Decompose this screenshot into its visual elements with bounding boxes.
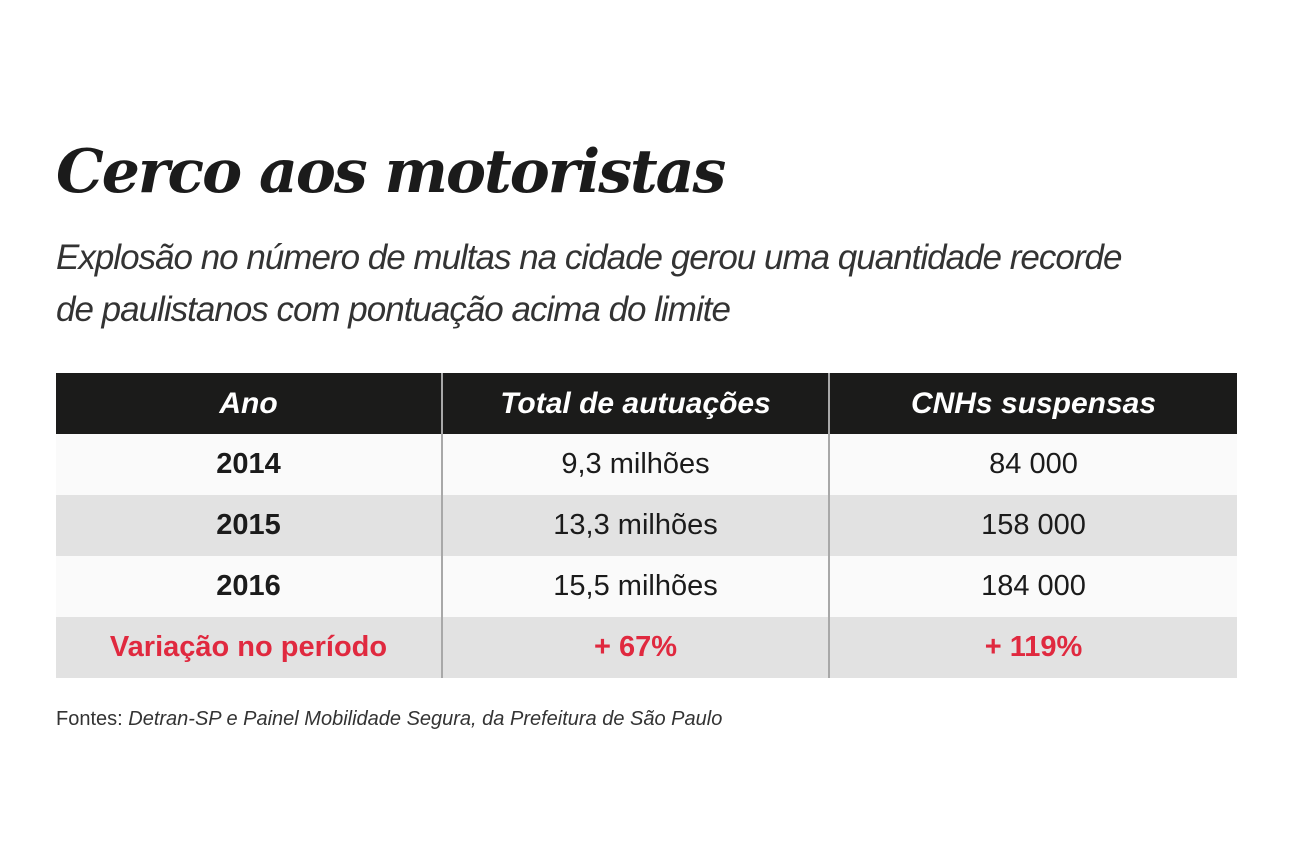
table-row: 2015 13,3 milhões 158 000 [56, 495, 1237, 556]
page-title: Cerco aos motoristas [56, 137, 726, 207]
header-ano: Ano [56, 373, 442, 434]
table-header-row: Ano Total de autuações CNHs suspensas [56, 373, 1237, 434]
cell-cnhs: 184 000 [828, 556, 1237, 617]
source-text: Detran-SP e Painel Mobilidade Segura, da… [128, 708, 723, 730]
table-row: 2016 15,5 milhões 184 000 [56, 556, 1237, 617]
cell-autuacoes: 15,5 milhões [441, 556, 829, 617]
header-total-autuacoes: Total de autuações [441, 373, 829, 434]
cell-autuacoes: 13,3 milhões [441, 495, 829, 556]
cell-autuacoes: 9,3 milhões [441, 434, 829, 495]
subtitle: Explosão no número de multas na cidade g… [56, 238, 1122, 329]
variation-row: Variação no período + 67% + 119% [56, 617, 1237, 678]
table-row: 2014 9,3 milhões 84 000 [56, 434, 1237, 495]
source-note: Fontes: Detran-SP e Painel Mobilidade Se… [56, 708, 722, 731]
header-cnhs-suspensas: CNHs suspensas [828, 373, 1237, 434]
cell-variation-cnhs: + 119% [828, 617, 1237, 678]
cell-cnhs: 84 000 [828, 434, 1237, 495]
data-table: Ano Total de autuações CNHs suspensas 20… [56, 373, 1237, 678]
cell-year: 2016 [56, 556, 442, 617]
source-label: Fontes: [56, 708, 123, 730]
cell-year: 2014 [56, 434, 442, 495]
cell-year: 2015 [56, 495, 442, 556]
cell-cnhs: 158 000 [828, 495, 1237, 556]
cell-variation-label: Variação no período [56, 617, 442, 678]
cell-variation-autuacoes: + 67% [441, 617, 829, 678]
